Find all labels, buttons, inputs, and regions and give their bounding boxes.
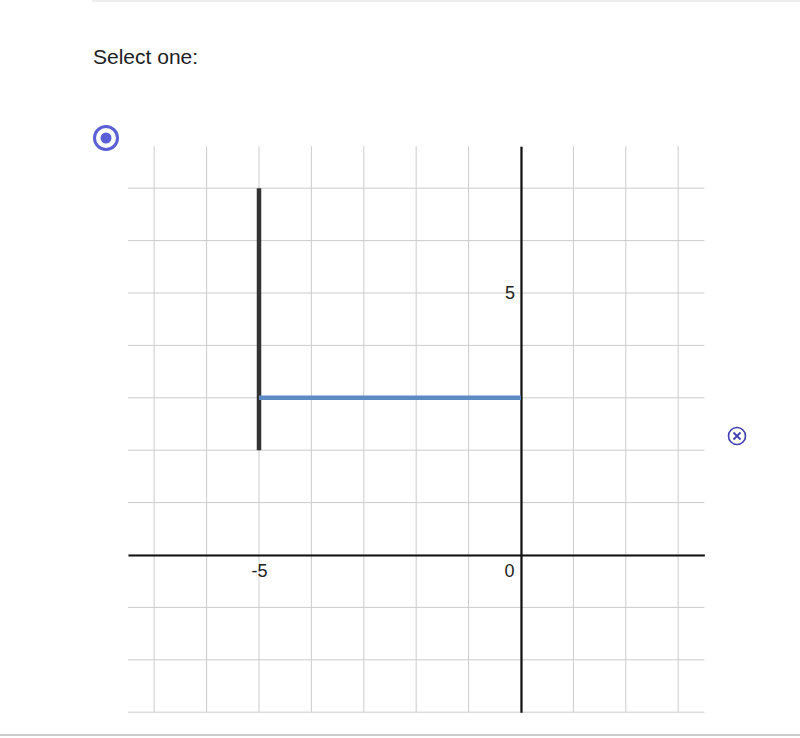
y-tick: 5: [505, 283, 521, 303]
grid-line-y: [128, 293, 704, 294]
grid-line-x: [416, 146, 417, 712]
grid-line-x: [206, 146, 207, 712]
grid-line-x: [154, 146, 155, 712]
grid-line-x: [573, 146, 574, 712]
grid-line-y: [128, 502, 704, 503]
incorrect-icon: [729, 428, 746, 445]
grid-line-x: [625, 146, 626, 712]
grid-line-x: [678, 146, 679, 712]
grid-line-y: [128, 450, 704, 451]
icon-cross: [734, 433, 741, 440]
prompt: Select one:: [93, 45, 198, 68]
radio-button[interactable]: [95, 127, 118, 150]
y-tick-label: 5: [505, 283, 515, 303]
grid-line-y: [128, 555, 704, 556]
x-tick: -5: [251, 555, 267, 581]
separator: [92, 1, 800, 2]
page: Select one: -5 0 5: [0, 0, 800, 738]
segment: [259, 396, 521, 401]
grid-line-x: [521, 146, 522, 712]
marks: [259, 188, 521, 450]
radio-ring[interactable]: [95, 127, 118, 150]
icon-ring: [729, 428, 746, 445]
grid-line-y: [128, 607, 704, 608]
x-axis: -5 0: [129, 555, 705, 581]
grid-line-x: [259, 146, 260, 712]
y-axis: 5: [505, 147, 522, 713]
grid-line-y: [128, 188, 704, 189]
grid-line-x: [468, 146, 469, 712]
x-tick: 0: [504, 555, 521, 581]
segment: [257, 188, 262, 450]
radio-dot[interactable]: [101, 133, 112, 144]
x-axis-line: [129, 554, 705, 556]
grid-line-y: [128, 345, 704, 346]
grid-line-y: [128, 240, 704, 241]
y-axis-line: [520, 147, 522, 713]
x-tick-label: 0: [504, 561, 514, 581]
grid-line-y: [128, 397, 704, 398]
grid-line-x: [311, 146, 312, 712]
grid-line-x: [363, 146, 364, 712]
grid-line-y: [128, 712, 704, 713]
separator: [0, 735, 800, 736]
grid-line-y: [128, 659, 704, 660]
grid: [128, 146, 704, 712]
x-tick-label: -5: [251, 561, 267, 581]
